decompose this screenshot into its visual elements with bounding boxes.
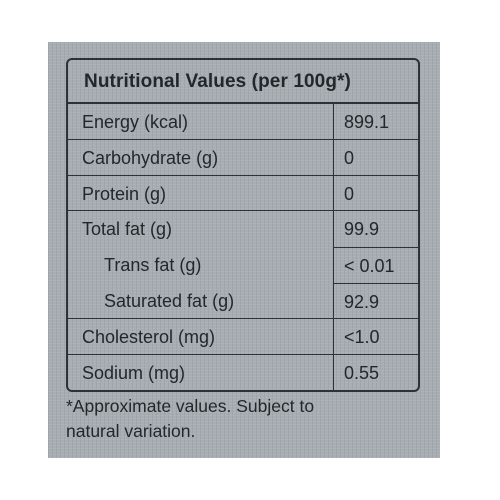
table-title: Nutritional Values (per 100g*) <box>68 60 418 104</box>
table-row-cholesterol: Cholesterol (mg) <1.0 <box>68 318 418 355</box>
footnote-line-1: *Approximate values. Subject to <box>66 396 315 416</box>
row-label: Saturated fat (g) <box>104 290 235 311</box>
row-label: Energy (kcal) <box>82 112 189 132</box>
row-value: 0 <box>333 139 418 175</box>
table-row-trans-fat: Trans fat (g) < 0.01 <box>68 247 418 283</box>
footnote-line-2: natural variation. <box>66 421 196 441</box>
table-row-sodium: Sodium (mg) 0.55 <box>68 354 418 391</box>
footnote: *Approximate values. Subject to natural … <box>66 394 416 444</box>
row-value: 0.55 <box>333 354 418 391</box>
row-label: Sodium (mg) <box>82 362 186 383</box>
row-value: 99.9 <box>333 211 418 248</box>
row-value: 92.9 <box>333 282 418 318</box>
table-row-energy: Energy (kcal) 899.1 <box>68 104 418 140</box>
row-label: Trans fat (g) <box>104 255 202 276</box>
table-row-carbohydrate: Carbohydrate (g) 0 <box>68 139 418 176</box>
row-label: Carbohydrate (g) <box>82 147 219 168</box>
nutrition-table: Nutritional Values (per 100g*) Energy (k… <box>66 58 420 393</box>
row-label: Protein (g) <box>82 183 167 204</box>
row-value: 899.1 <box>333 104 418 139</box>
table-row-protein: Protein (g) 0 <box>68 175 418 212</box>
row-value: <1.0 <box>333 318 418 354</box>
row-value: 0 <box>333 175 418 211</box>
row-label: Total fat (g) <box>82 219 173 240</box>
table-row-total-fat: Total fat (g) 99.9 <box>68 211 418 248</box>
row-value: < 0.01 <box>333 247 418 283</box>
table-row-saturated-fat: Saturated fat (g) 92.9 <box>68 282 418 319</box>
row-label: Cholesterol (mg) <box>82 326 216 347</box>
nutrition-label-card <box>48 42 440 458</box>
